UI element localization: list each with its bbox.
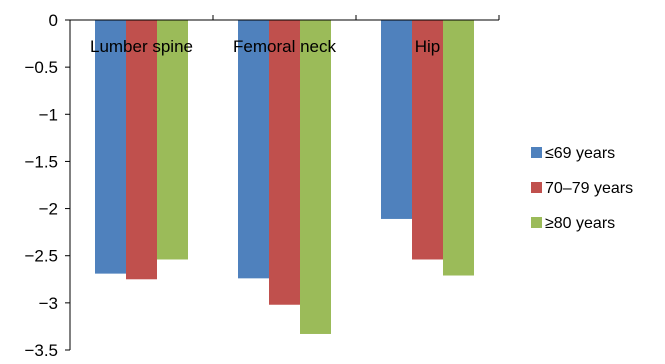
- bar-1-2: [300, 20, 331, 334]
- bar-0-1: [126, 20, 157, 280]
- legend: ≤69 years 70–79 years ≥80 years: [531, 145, 633, 232]
- y-tick-label-1: −0.5: [24, 58, 58, 77]
- category-label-0: Lumber spine: [90, 37, 193, 56]
- axis-layer: [69, 19, 499, 350]
- legend-label-0: ≤69 years: [545, 145, 615, 162]
- bar-2-0: [381, 20, 412, 219]
- y-tick-label-7: −3.5: [24, 341, 58, 360]
- legend-label-1: 70–79 years: [545, 180, 633, 197]
- bar-0-2: [157, 20, 188, 260]
- legend-label-2: ≥80 years: [545, 215, 615, 232]
- legend-swatch-2: [531, 217, 542, 228]
- y-tick-label-2: −1: [39, 105, 58, 124]
- y-tick-label-3: −1.5: [24, 152, 58, 171]
- bar-1-1: [269, 20, 300, 305]
- legend-swatch-0: [531, 147, 542, 158]
- bar-0-0: [95, 20, 126, 274]
- category-label-2: Hip: [415, 37, 441, 56]
- bar-2-2: [443, 20, 474, 276]
- y-tick-label-5: −2.5: [24, 247, 58, 266]
- y-tick-label-6: −3: [39, 294, 58, 313]
- category-label-1: Femoral neck: [233, 37, 336, 56]
- bar-2-1: [412, 20, 443, 260]
- bars-layer: [95, 20, 474, 334]
- category-label-layer: Lumber spine Femoral neck Hip: [90, 37, 440, 56]
- y-tick-label-0: 0: [49, 11, 58, 30]
- legend-swatch-1: [531, 182, 542, 193]
- y-tick-layer: 0 −0.5 −1 −1.5 −2 −2.5 −3 −3.5: [24, 11, 500, 360]
- bar-1-0: [238, 20, 269, 279]
- y-tick-label-4: −2: [39, 200, 58, 219]
